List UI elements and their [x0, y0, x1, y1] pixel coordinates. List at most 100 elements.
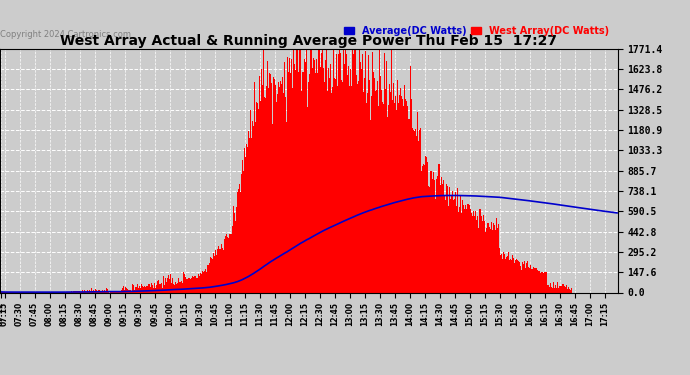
Bar	[551, 287, 553, 292]
Bar	[516, 259, 518, 292]
Bar	[427, 162, 428, 292]
Bar	[203, 272, 204, 292]
Bar	[380, 76, 382, 292]
Bar	[396, 110, 397, 292]
Bar	[143, 288, 144, 292]
Bar	[375, 91, 376, 292]
Bar	[407, 106, 408, 292]
Bar	[79, 291, 80, 292]
Bar	[533, 267, 535, 292]
Bar	[277, 94, 278, 292]
Bar	[300, 49, 302, 292]
Bar	[473, 211, 475, 292]
Bar	[123, 286, 124, 292]
Bar	[243, 171, 244, 292]
Bar	[221, 244, 222, 292]
Bar	[108, 291, 109, 292]
Bar	[188, 279, 189, 292]
Bar	[129, 290, 130, 292]
Bar	[522, 262, 524, 292]
Bar	[475, 211, 476, 292]
Bar	[253, 126, 254, 292]
Bar	[288, 72, 289, 292]
Bar	[178, 278, 179, 292]
Bar	[245, 157, 246, 292]
Bar	[562, 284, 564, 292]
Bar	[546, 272, 547, 292]
Bar	[134, 290, 135, 292]
Bar	[84, 290, 85, 292]
Bar	[158, 280, 159, 292]
Bar	[124, 290, 125, 292]
Bar	[420, 128, 422, 292]
Bar	[437, 176, 438, 292]
Legend: Average(DC Watts), West Array(DC Watts): Average(DC Watts), West Array(DC Watts)	[340, 22, 613, 40]
Bar	[296, 49, 297, 292]
Bar	[355, 49, 356, 292]
Bar	[317, 72, 318, 292]
Bar	[482, 221, 484, 292]
Bar	[306, 49, 307, 292]
Bar	[224, 239, 225, 292]
Bar	[338, 54, 339, 292]
Bar	[246, 144, 247, 292]
Bar	[284, 62, 285, 292]
Bar	[282, 77, 284, 292]
Bar	[103, 291, 104, 292]
Bar	[119, 291, 120, 292]
Bar	[297, 49, 298, 292]
Bar	[77, 291, 78, 292]
Bar	[436, 178, 437, 292]
Bar	[151, 283, 152, 292]
Bar	[87, 290, 88, 292]
Bar	[236, 207, 237, 292]
Bar	[334, 78, 335, 292]
Bar	[168, 276, 169, 292]
Bar	[171, 284, 172, 292]
Bar	[308, 82, 309, 292]
Bar	[460, 196, 462, 292]
Bar	[356, 75, 357, 292]
Bar	[121, 290, 122, 292]
Bar	[555, 285, 557, 292]
Bar	[409, 119, 411, 292]
Bar	[302, 72, 304, 292]
Bar	[469, 205, 471, 292]
Bar	[280, 81, 282, 292]
Bar	[223, 250, 224, 292]
Bar	[564, 286, 566, 292]
Bar	[429, 188, 431, 292]
Bar	[331, 93, 333, 292]
Bar	[107, 289, 108, 292]
Bar	[456, 206, 457, 292]
Bar	[267, 60, 268, 292]
Bar	[324, 82, 325, 292]
Bar	[382, 102, 384, 292]
Bar	[163, 276, 164, 292]
Bar	[228, 238, 229, 292]
Bar	[388, 105, 389, 292]
Bar	[425, 156, 426, 292]
Bar	[310, 49, 311, 292]
Bar	[193, 277, 194, 292]
Bar	[93, 290, 94, 292]
Bar	[345, 49, 346, 292]
Bar	[391, 49, 393, 292]
Bar	[211, 258, 213, 292]
Bar	[186, 279, 187, 292]
Bar	[256, 102, 257, 292]
Bar	[184, 274, 185, 292]
Bar	[114, 291, 115, 292]
Bar	[289, 58, 290, 292]
Bar	[244, 148, 245, 292]
Bar	[333, 49, 334, 292]
Bar	[174, 285, 175, 292]
Bar	[264, 97, 265, 292]
Bar	[433, 172, 435, 292]
Bar	[196, 278, 197, 292]
Bar	[214, 256, 215, 292]
Title: West Array Actual & Running Average Power Thu Feb 15  17:27: West Array Actual & Running Average Powe…	[60, 34, 558, 48]
Bar	[88, 291, 89, 292]
Bar	[322, 49, 324, 292]
Bar	[368, 55, 369, 292]
